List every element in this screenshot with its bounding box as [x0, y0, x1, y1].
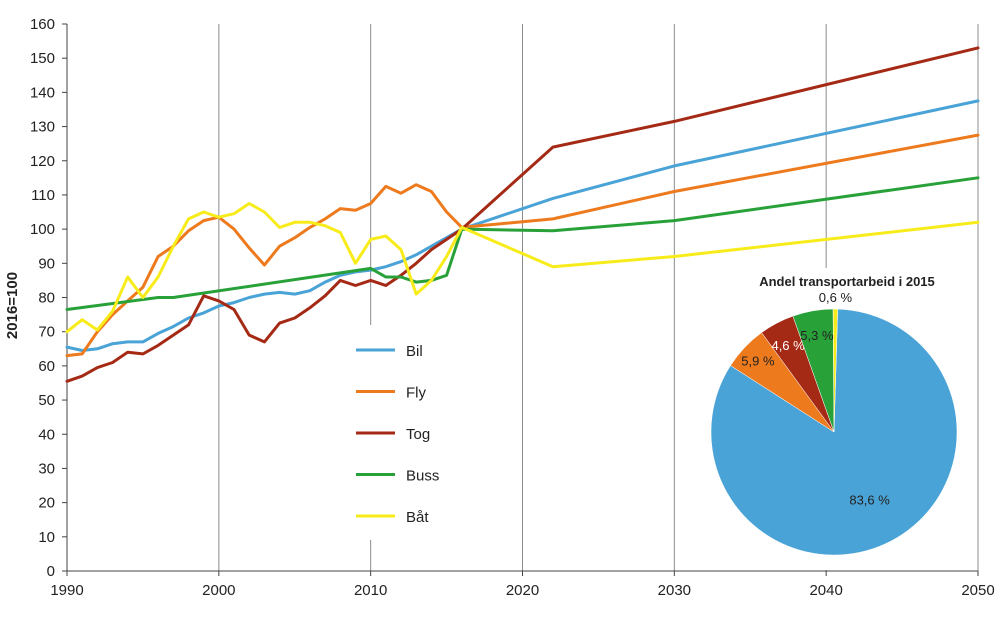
y-tick-label: 20 [38, 495, 55, 512]
y-tick-label: 140 [30, 84, 55, 101]
x-tick-label: 2000 [202, 582, 235, 599]
x-tick-label: 2030 [658, 582, 691, 599]
legend-label: Fly [406, 385, 426, 402]
y-tick-label: 110 [31, 187, 55, 204]
y-tick-label: 10 [38, 529, 55, 546]
y-tick-label: 60 [38, 358, 55, 375]
legend-label: Bil [406, 343, 423, 360]
y-tick-label: 160 [30, 16, 55, 33]
y-tick-label: 100 [30, 221, 55, 238]
pie-chart: 83,6 % 5,9 %4,6 %5,3 % 0,6 % [700, 268, 976, 570]
x-tick-label: 2040 [809, 582, 842, 599]
pie-slice-båt [832, 308, 838, 433]
series-line-båt [65, 202, 980, 334]
legend-label: Buss [406, 468, 439, 485]
line-series-group [65, 46, 980, 383]
x-tick-label: 1990 [50, 582, 83, 599]
legend-label: Båt [406, 509, 429, 526]
y-tick-label: 130 [30, 119, 55, 136]
series-line-fly [65, 133, 980, 358]
series-line-buss [65, 176, 980, 311]
pie-slice-label: 5,9 % [741, 353, 775, 368]
y-tick-label: 150 [30, 50, 55, 67]
pie-slice-label: 83,6 % [849, 493, 890, 508]
legend-label: Tog [406, 426, 430, 443]
y-tick-label: 50 [38, 392, 55, 409]
pie-slice-label: 4,6 % [771, 338, 805, 353]
y-tick-label: 80 [38, 290, 55, 307]
y-tick-label: 30 [38, 460, 55, 477]
y-tick-label: 120 [30, 153, 55, 170]
y-tick-label: 90 [38, 255, 55, 272]
y-axis-label: 2016=100 [4, 272, 21, 339]
series-line-bil [65, 99, 980, 352]
x-tick-label: 2050 [961, 582, 994, 599]
series-line-tog [65, 46, 980, 383]
legend: Bil Fly Tog Buss Båt [343, 325, 453, 540]
y-tick-label: 70 [38, 324, 55, 341]
y-tick-label: 40 [38, 426, 55, 443]
pie-slice-label: 0,6 % [819, 290, 853, 305]
x-tick-label: 2010 [354, 582, 387, 599]
pie-title: Andel transportarbeid i 2015 [759, 274, 935, 289]
x-tick-label: 2020 [506, 582, 539, 599]
pie-slice-label: 5,3 % [800, 328, 834, 343]
axes: 1990 2000 2010 2020 2030 2040 2050010203040506… [30, 16, 995, 599]
y-tick-label: 0 [47, 563, 55, 580]
